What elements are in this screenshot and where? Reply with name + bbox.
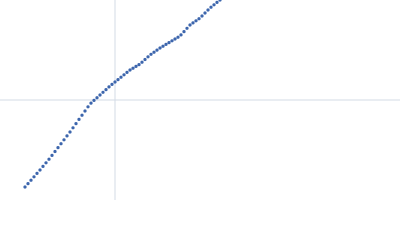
point [116, 78, 120, 82]
point [170, 39, 174, 43]
point [173, 37, 177, 41]
point [179, 33, 183, 37]
point [92, 98, 96, 102]
point [86, 105, 90, 109]
point [71, 126, 75, 130]
point [188, 23, 192, 27]
point [38, 168, 42, 172]
point [119, 75, 123, 79]
point [74, 122, 78, 126]
point [101, 90, 105, 94]
point [113, 80, 117, 84]
point [50, 153, 54, 157]
point [194, 19, 198, 23]
point [68, 130, 72, 134]
point [29, 178, 33, 182]
point [65, 134, 69, 138]
point [164, 42, 168, 47]
point [212, 3, 216, 7]
point [182, 30, 186, 34]
point [104, 88, 108, 92]
point [44, 161, 48, 165]
point [35, 171, 39, 175]
point [95, 96, 99, 100]
point [131, 66, 135, 70]
point [185, 26, 189, 30]
point [161, 44, 165, 48]
point [107, 85, 111, 89]
point [56, 146, 60, 150]
point [83, 109, 87, 113]
point [149, 52, 153, 56]
point [200, 14, 204, 18]
point [23, 185, 27, 189]
point [47, 157, 51, 161]
point [62, 138, 66, 142]
point [155, 48, 159, 52]
point [143, 57, 147, 62]
point [125, 70, 129, 74]
point [206, 8, 210, 12]
point [203, 11, 207, 15]
point [209, 5, 213, 9]
point [167, 41, 171, 45]
point [98, 93, 102, 97]
point [158, 46, 162, 50]
point [176, 35, 180, 39]
point [134, 64, 138, 68]
point [59, 142, 63, 146]
point [26, 182, 30, 186]
chart [0, 0, 400, 200]
point [110, 82, 114, 86]
point [41, 164, 45, 168]
point [218, 0, 222, 2]
point [215, 0, 219, 4]
point [53, 149, 57, 154]
point [77, 117, 81, 121]
point [137, 63, 141, 67]
point [80, 113, 84, 117]
point [191, 21, 195, 25]
point [128, 68, 132, 72]
point [89, 101, 93, 105]
point [32, 175, 36, 179]
point [152, 50, 156, 54]
point [197, 17, 201, 21]
point [146, 55, 150, 59]
point [140, 60, 144, 64]
point [122, 73, 126, 77]
